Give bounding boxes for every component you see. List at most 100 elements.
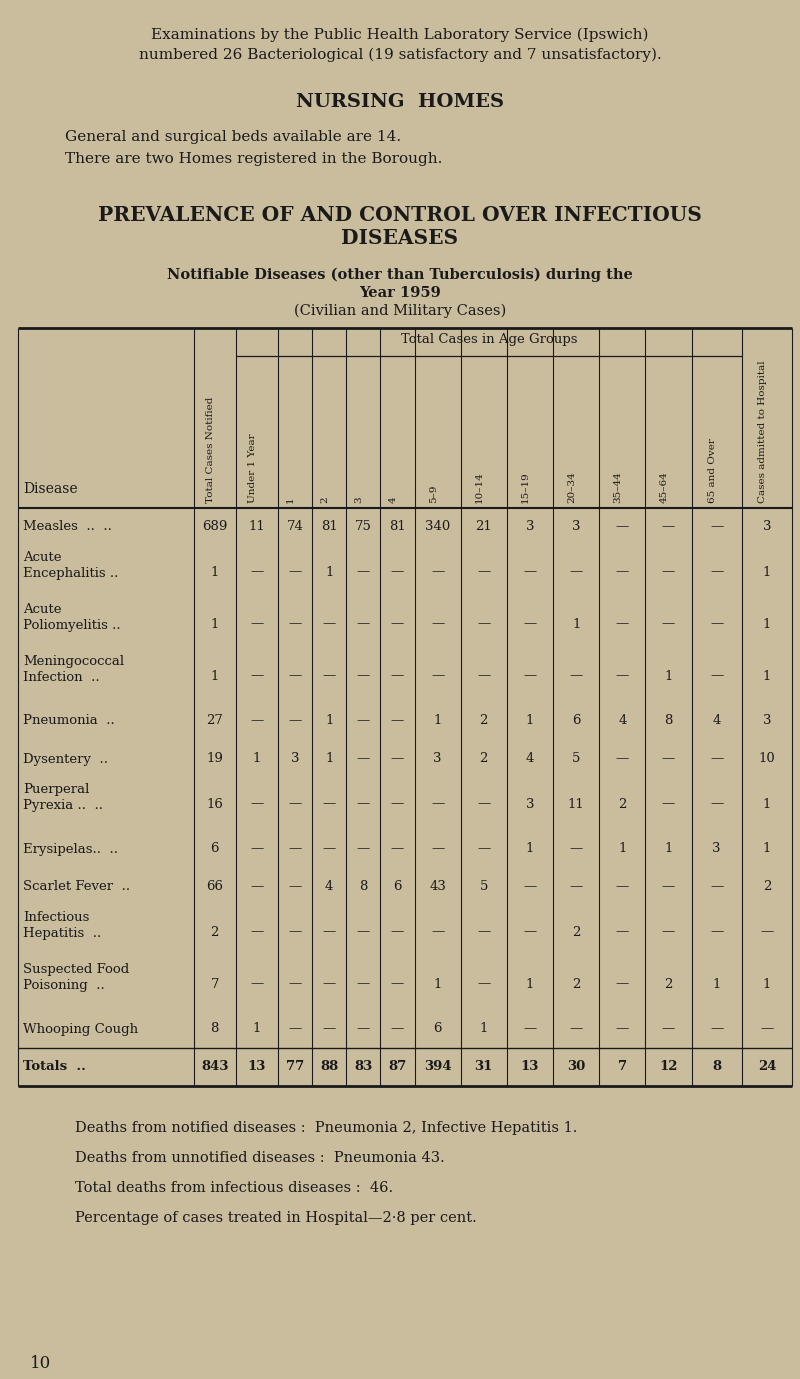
Text: —: — bbox=[391, 618, 404, 630]
Text: —: — bbox=[250, 925, 263, 939]
Text: —: — bbox=[710, 753, 723, 765]
Text: 1: 1 bbox=[210, 565, 219, 579]
Text: —: — bbox=[289, 925, 302, 939]
Text: —: — bbox=[391, 978, 404, 990]
Text: 8: 8 bbox=[712, 1060, 722, 1073]
Text: —: — bbox=[391, 797, 404, 811]
Text: DISEASES: DISEASES bbox=[342, 228, 458, 248]
Text: —: — bbox=[391, 714, 404, 728]
Text: Cases admitted to Hospital: Cases admitted to Hospital bbox=[758, 360, 767, 503]
Text: Infection  ..: Infection .. bbox=[23, 672, 100, 684]
Text: —: — bbox=[570, 843, 582, 855]
Text: —: — bbox=[289, 843, 302, 855]
Text: 7: 7 bbox=[618, 1060, 627, 1073]
Text: 11: 11 bbox=[249, 520, 266, 534]
Text: 19: 19 bbox=[206, 753, 223, 765]
Text: Pyrexia ..  ..: Pyrexia .. .. bbox=[23, 798, 103, 812]
Text: —: — bbox=[391, 925, 404, 939]
Text: —: — bbox=[357, 618, 370, 630]
Text: —: — bbox=[523, 618, 537, 630]
Text: —: — bbox=[357, 714, 370, 728]
Text: 689: 689 bbox=[202, 520, 227, 534]
Text: 1: 1 bbox=[210, 618, 219, 630]
Text: —: — bbox=[357, 669, 370, 683]
Text: 3: 3 bbox=[526, 797, 534, 811]
Text: Percentage of cases treated in Hospital—2·8 per cent.: Percentage of cases treated in Hospital—… bbox=[75, 1211, 477, 1225]
Text: 15–19: 15–19 bbox=[521, 472, 530, 503]
Text: —: — bbox=[477, 843, 490, 855]
Text: —: — bbox=[662, 881, 675, 894]
Text: 2: 2 bbox=[210, 925, 219, 939]
Text: —: — bbox=[322, 669, 336, 683]
Text: 88: 88 bbox=[320, 1060, 338, 1073]
Text: NURSING  HOMES: NURSING HOMES bbox=[296, 92, 504, 110]
Text: 66: 66 bbox=[206, 881, 223, 894]
Text: 65 and Over: 65 and Over bbox=[708, 439, 717, 503]
Text: —: — bbox=[357, 753, 370, 765]
Text: 3: 3 bbox=[291, 753, 299, 765]
Text: Deaths from unnotified diseases :  Pneumonia 43.: Deaths from unnotified diseases : Pneumo… bbox=[75, 1151, 445, 1165]
Text: Examinations by the Public Health Laboratory Service (Ipswich): Examinations by the Public Health Labora… bbox=[151, 28, 649, 43]
Text: 2: 2 bbox=[762, 881, 771, 894]
Text: —: — bbox=[357, 1022, 370, 1036]
Text: —: — bbox=[357, 843, 370, 855]
Text: 2: 2 bbox=[572, 925, 580, 939]
Text: 11: 11 bbox=[568, 797, 585, 811]
Text: 3: 3 bbox=[762, 520, 771, 534]
Text: Disease: Disease bbox=[23, 483, 78, 496]
Text: 1: 1 bbox=[325, 714, 334, 728]
Text: —: — bbox=[322, 618, 336, 630]
Text: —: — bbox=[357, 565, 370, 579]
Text: —: — bbox=[250, 843, 263, 855]
Text: —: — bbox=[289, 1022, 302, 1036]
Text: 4: 4 bbox=[389, 496, 398, 503]
Text: Total Cases Notified: Total Cases Notified bbox=[206, 397, 214, 503]
Text: —: — bbox=[616, 520, 629, 534]
Text: 2: 2 bbox=[618, 797, 626, 811]
Text: —: — bbox=[477, 925, 490, 939]
Text: —: — bbox=[662, 520, 675, 534]
Text: 1: 1 bbox=[618, 843, 626, 855]
Text: —: — bbox=[523, 925, 537, 939]
Text: —: — bbox=[662, 565, 675, 579]
Text: —: — bbox=[523, 881, 537, 894]
Text: Pneumonia  ..: Pneumonia .. bbox=[23, 714, 114, 728]
Text: —: — bbox=[289, 978, 302, 990]
Text: —: — bbox=[357, 978, 370, 990]
Text: —: — bbox=[616, 978, 629, 990]
Text: Hepatitis  ..: Hepatitis .. bbox=[23, 927, 102, 940]
Text: 3: 3 bbox=[713, 843, 721, 855]
Text: 2: 2 bbox=[480, 714, 488, 728]
Text: 1: 1 bbox=[526, 714, 534, 728]
Text: Meningococcal: Meningococcal bbox=[23, 655, 124, 667]
Text: Encephalitis ..: Encephalitis .. bbox=[23, 567, 118, 581]
Text: 394: 394 bbox=[424, 1060, 451, 1073]
Text: —: — bbox=[710, 925, 723, 939]
Text: Measles  ..  ..: Measles .. .. bbox=[23, 520, 112, 534]
Text: 87: 87 bbox=[388, 1060, 406, 1073]
Text: —: — bbox=[357, 797, 370, 811]
Text: —: — bbox=[322, 925, 336, 939]
Text: 1: 1 bbox=[253, 1022, 261, 1036]
Text: 1: 1 bbox=[713, 978, 721, 990]
Text: —: — bbox=[477, 978, 490, 990]
Text: General and surgical beds available are 14.: General and surgical beds available are … bbox=[65, 130, 401, 143]
Text: 31: 31 bbox=[474, 1060, 493, 1073]
Text: —: — bbox=[616, 753, 629, 765]
Text: 1: 1 bbox=[762, 565, 771, 579]
Text: 6: 6 bbox=[572, 714, 581, 728]
Text: Dysentery  ..: Dysentery .. bbox=[23, 753, 108, 765]
Text: —: — bbox=[523, 669, 537, 683]
Text: —: — bbox=[322, 1022, 336, 1036]
Text: 81: 81 bbox=[321, 520, 338, 534]
Text: Acute: Acute bbox=[23, 552, 62, 564]
Text: 4: 4 bbox=[325, 881, 334, 894]
Text: —: — bbox=[523, 565, 537, 579]
Text: numbered 26 Bacteriological (19 satisfactory and 7 unsatisfactory).: numbered 26 Bacteriological (19 satisfac… bbox=[138, 48, 662, 62]
Text: There are two Homes registered in the Borough.: There are two Homes registered in the Bo… bbox=[65, 152, 442, 165]
Text: —: — bbox=[322, 978, 336, 990]
Text: 8: 8 bbox=[359, 881, 367, 894]
Text: 5: 5 bbox=[572, 753, 580, 765]
Text: —: — bbox=[662, 1022, 675, 1036]
Text: —: — bbox=[391, 753, 404, 765]
